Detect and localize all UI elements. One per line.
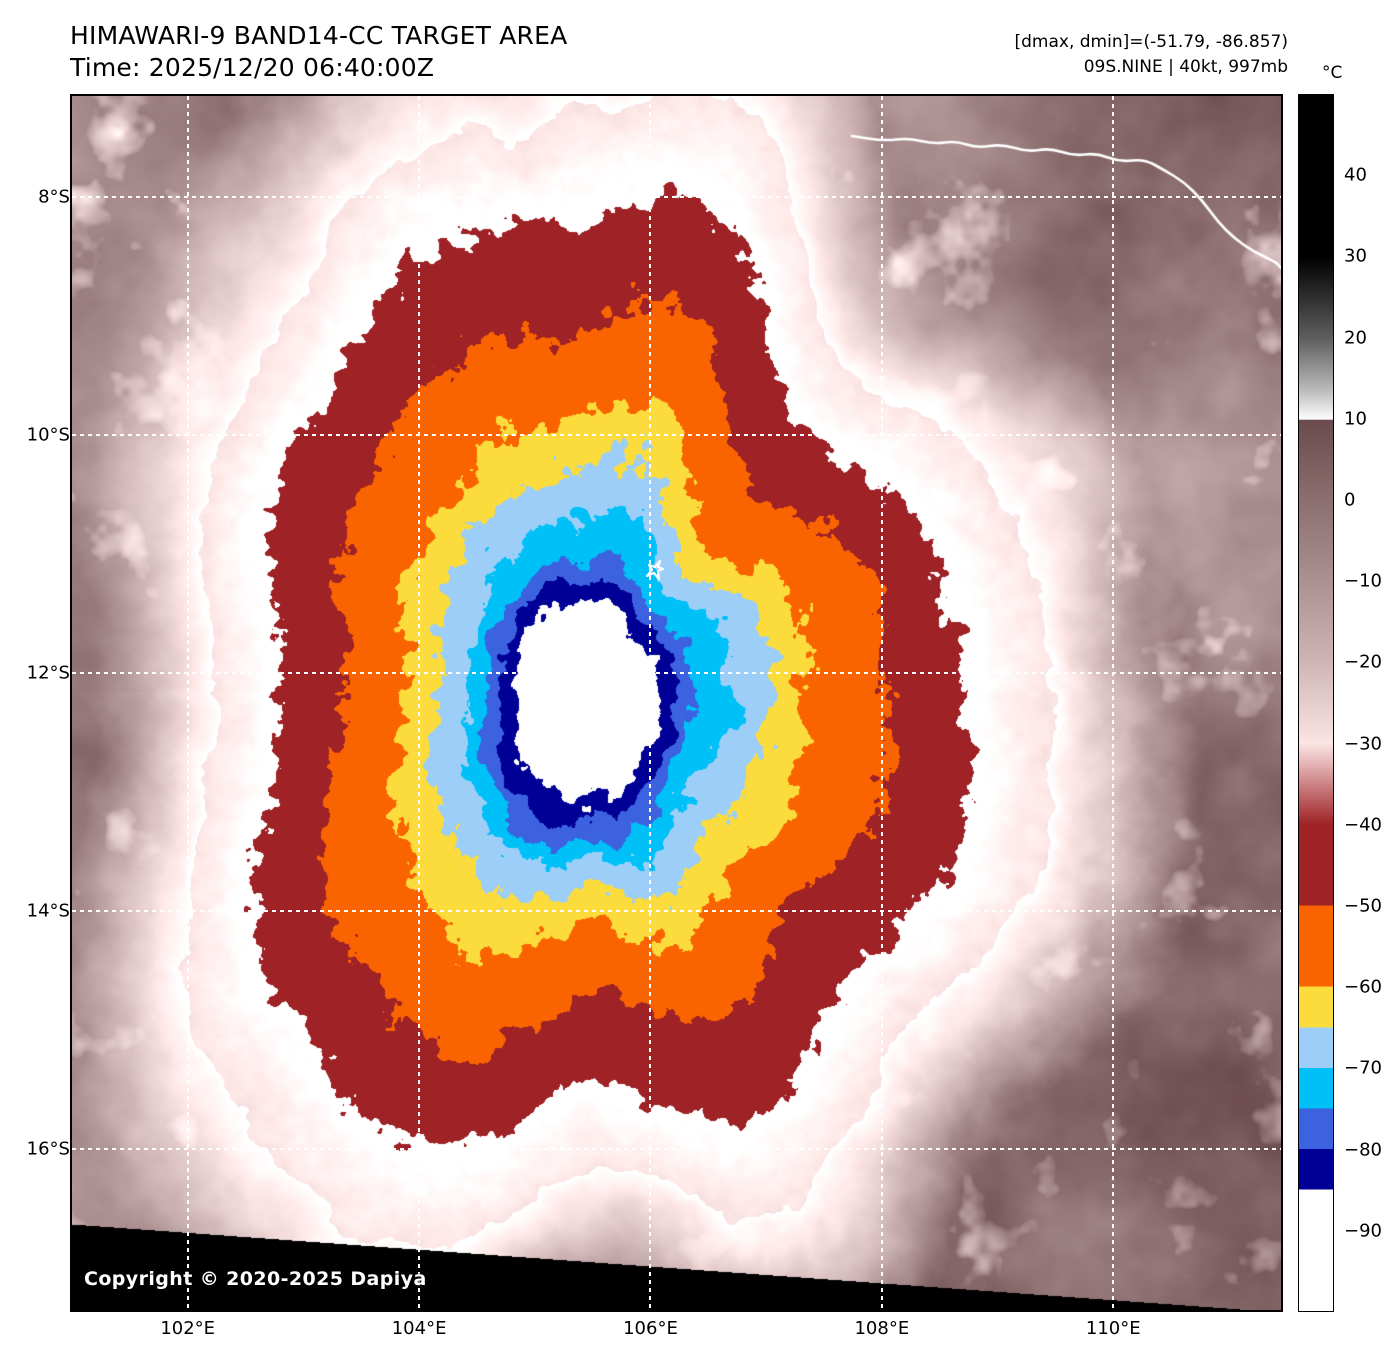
colorbar-tick-label: −60 xyxy=(1344,976,1382,998)
latitude-tick-label: 8°S xyxy=(38,186,70,208)
colorbar-tick-label: 0 xyxy=(1344,489,1356,511)
colorbar-tick-label: −70 xyxy=(1344,1057,1382,1079)
longitude-tick-label: 102°E xyxy=(160,1318,216,1339)
title-line-1: HIMAWARI-9 BAND14-CC TARGET AREA xyxy=(70,21,568,50)
colorbar-unit-label: °C xyxy=(1322,63,1343,83)
colorbar-gradient xyxy=(1299,95,1333,1311)
colorbar-tick-label: −20 xyxy=(1344,651,1382,673)
dmax-dmin-label: [dmax, dmin]=(-51.79, -86.857) xyxy=(1014,32,1289,52)
colorbar-tick-label: 10 xyxy=(1344,408,1367,430)
latitude-tick-label: 14°S xyxy=(26,900,70,922)
colorbar[interactable] xyxy=(1298,94,1334,1312)
colorbar-tick-label: 30 xyxy=(1344,245,1367,267)
longitude-tick-label: 106°E xyxy=(623,1318,678,1339)
colorbar-tick-label: −30 xyxy=(1344,733,1382,755)
colorbar-tick-label: −50 xyxy=(1344,895,1382,917)
colorbar-tick-label: −90 xyxy=(1344,1220,1382,1242)
title-line-2: Time: 2025/12/20 06:40:00Z xyxy=(70,53,435,82)
longitude-tick-label: 110°E xyxy=(1085,1318,1141,1339)
tropical-cyclone-icon xyxy=(645,559,665,581)
satellite-image-canvas xyxy=(72,96,1281,1310)
satellite-map[interactable]: Copyright © 2020-2025 Dapiya xyxy=(70,94,1283,1312)
storm-info-label: 09S.NINE | 40kt, 997mb xyxy=(1083,57,1288,77)
latitude-tick-label: 10°S xyxy=(26,424,70,446)
longitude-tick-label: 104°E xyxy=(391,1318,447,1339)
colorbar-tick-label: −80 xyxy=(1344,1139,1382,1161)
colorbar-tick-label: −10 xyxy=(1344,570,1382,592)
metadata-block: [dmax, dmin]=(-51.79, -86.857) 09S.NINE … xyxy=(928,30,1289,80)
colorbar-tick-label: 20 xyxy=(1344,327,1367,349)
copyright-label: Copyright © 2020-2025 Dapiya xyxy=(84,1268,427,1290)
colorbar-tick-label: −40 xyxy=(1344,814,1382,836)
longitude-tick-label: 108°E xyxy=(854,1318,910,1339)
latitude-tick-label: 16°S xyxy=(26,1138,70,1160)
latitude-tick-label: 12°S xyxy=(26,662,70,684)
colorbar-tick-label: 40 xyxy=(1344,164,1367,186)
page-title: HIMAWARI-9 BAND14-CC TARGET AREA Time: 2… xyxy=(70,20,830,84)
